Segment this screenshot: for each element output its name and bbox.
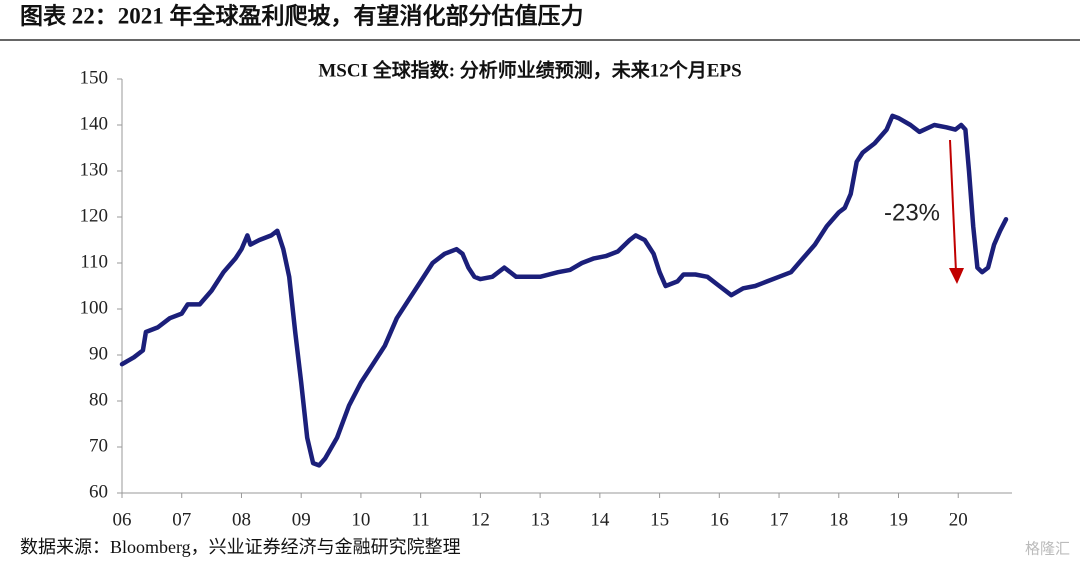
x-tick-label: 12 xyxy=(471,509,490,530)
x-tick-label: 06 xyxy=(113,509,132,530)
y-tick-label: 130 xyxy=(80,159,109,180)
y-tick-label: 90 xyxy=(89,343,108,364)
x-tick-label: 20 xyxy=(949,509,968,530)
y-tick-label: 80 xyxy=(89,389,108,410)
x-tick-label: 19 xyxy=(889,509,908,530)
x-tick-label: 18 xyxy=(829,509,848,530)
x-tick-label: 14 xyxy=(590,509,610,530)
x-tick-label: 13 xyxy=(531,509,550,530)
y-tick-label: 110 xyxy=(80,251,108,272)
x-tick-label: 11 xyxy=(412,509,430,530)
x-tick-label: 08 xyxy=(232,509,251,530)
arrow-shaft xyxy=(949,139,957,273)
y-tick-label: 120 xyxy=(80,205,109,226)
y-tick-label: 100 xyxy=(80,297,109,318)
header-title: 图表 22：2021 年全球盈利爬坡，有望消化部分估值压力 xyxy=(20,2,584,28)
x-tick-label: 15 xyxy=(650,509,669,530)
x-tick-label: 10 xyxy=(351,509,370,530)
y-tick-label: 70 xyxy=(89,435,108,456)
arrow-head xyxy=(949,268,964,284)
y-tick-label: 150 xyxy=(80,67,109,88)
watermark: 格隆汇 xyxy=(1025,540,1070,558)
line-series xyxy=(119,113,1009,468)
x-tick-label: 09 xyxy=(292,509,311,530)
x-tick-label: 17 xyxy=(770,509,789,530)
x-tick-label: 07 xyxy=(172,509,191,530)
y-tick-label: 140 xyxy=(80,113,109,134)
chart-title: MSCI 全球指数: 分析师业绩预测，未来12个月EPS xyxy=(318,58,741,81)
annotation: -23% xyxy=(884,199,940,226)
source: 数据来源：Bloomberg，兴业证券经济与金融研究院整理 xyxy=(20,537,461,557)
x-tick-label: 16 xyxy=(710,509,729,530)
y-tick-label: 60 xyxy=(89,481,108,502)
